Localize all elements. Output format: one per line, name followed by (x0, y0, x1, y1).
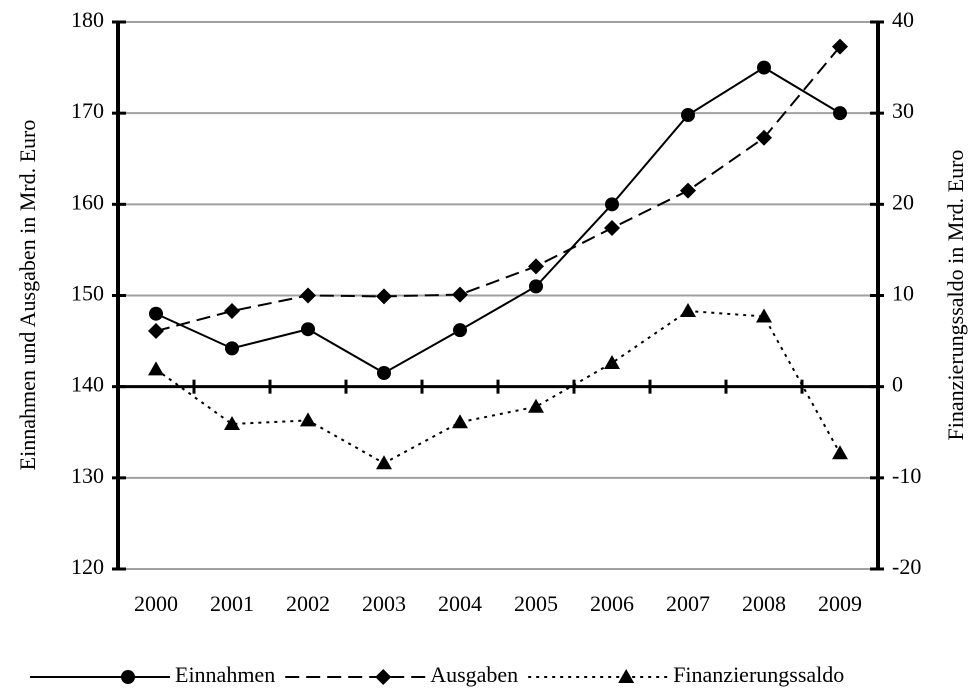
x-tick-label: 2003 (362, 591, 406, 616)
marker (375, 669, 392, 685)
marker (149, 306, 163, 321)
marker (680, 182, 696, 199)
marker (453, 323, 467, 338)
x-tick-label: 2008 (742, 591, 786, 616)
y2-axis-label: Finanzierungssaldo in Mrd. Euro (943, 150, 968, 441)
series-line (155, 66, 841, 375)
marker (376, 288, 392, 305)
marker (300, 412, 316, 427)
legend-label: Ausgaben (430, 662, 518, 687)
marker (148, 323, 164, 340)
marker (605, 197, 619, 212)
y2-tick-label: 40 (892, 7, 914, 32)
y-tick-label: 180 (71, 7, 104, 32)
marker (301, 322, 315, 337)
y-tick-label: 120 (71, 554, 104, 579)
marker (148, 361, 164, 376)
marker (618, 669, 635, 683)
y-tick-label: 150 (71, 281, 104, 306)
marker (452, 286, 468, 303)
x-tick-label: 2007 (666, 591, 710, 616)
y-tick-label: 170 (71, 98, 104, 123)
marker (756, 129, 772, 146)
marker (832, 445, 848, 460)
y-tick-label: 140 (71, 372, 104, 397)
marker (225, 341, 239, 356)
marker (376, 455, 392, 470)
y-tick-label: 160 (71, 189, 104, 214)
marker (604, 220, 620, 237)
marker (757, 60, 771, 75)
marker (680, 302, 696, 317)
x-tick-label: 2009 (818, 591, 862, 616)
series-line (155, 45, 841, 333)
marker (756, 308, 772, 323)
marker (224, 416, 240, 431)
y2-tick-label: 0 (892, 372, 903, 397)
x-tick-label: 2004 (438, 591, 482, 616)
y2-tick-label: 20 (892, 189, 914, 214)
marker (224, 302, 240, 319)
legend-label: Einnahmen (175, 662, 275, 687)
marker (832, 38, 848, 55)
x-tick-label: 2001 (210, 591, 254, 616)
marker (681, 107, 695, 122)
marker (528, 398, 544, 413)
marker (604, 354, 620, 369)
marker (529, 279, 543, 294)
marker (833, 106, 847, 121)
x-tick-label: 2006 (590, 591, 634, 616)
x-tick-label: 2000 (134, 591, 178, 616)
marker (377, 365, 391, 380)
marker (121, 670, 135, 684)
y2-tick-label: 10 (892, 281, 914, 306)
y-tick-label: 130 (71, 463, 104, 488)
y2-tick-label: -10 (892, 463, 921, 488)
y2-tick-label: 30 (892, 98, 914, 123)
x-tick-label: 2002 (286, 591, 330, 616)
marker (300, 287, 316, 304)
marker (528, 258, 544, 275)
x-tick-label: 2005 (514, 591, 558, 616)
y2-tick-label: -20 (892, 554, 921, 579)
marker (452, 414, 468, 429)
legend-label: Finanzierungssaldo (673, 662, 844, 687)
y-axis-label: Einnahmen und Ausgaben in Mrd. Euro (15, 120, 40, 471)
